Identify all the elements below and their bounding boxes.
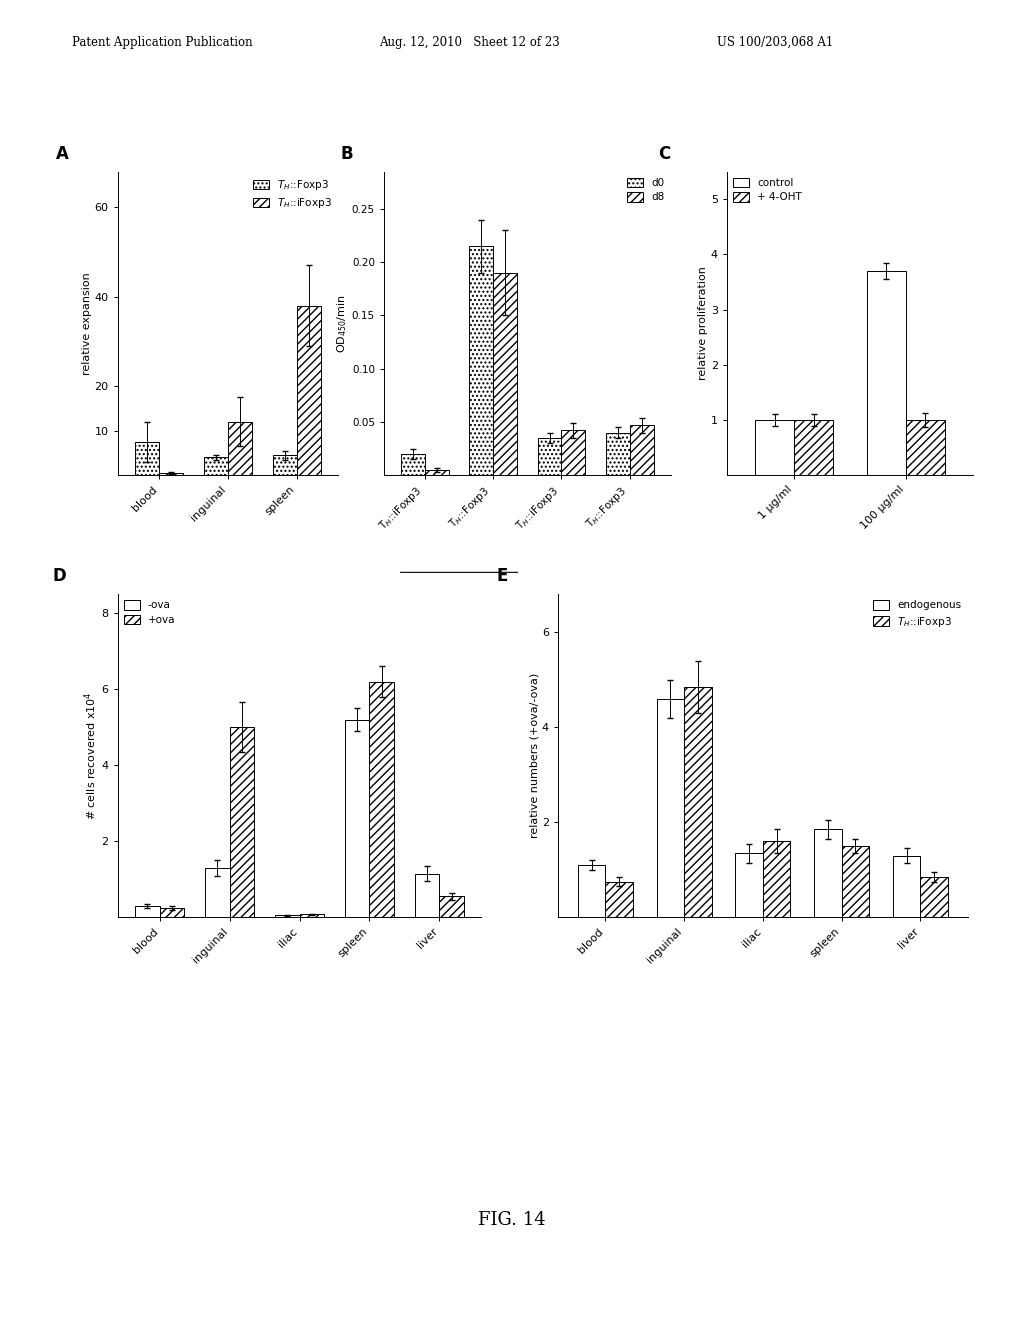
Bar	[160, 908, 184, 917]
Bar	[469, 246, 494, 475]
Y-axis label: relative expansion: relative expansion	[82, 272, 92, 375]
Legend: d0, d8: d0, d8	[627, 177, 666, 203]
Bar	[494, 273, 517, 475]
Legend: endogenous, $T_H$::iFoxp3: endogenous, $T_H$::iFoxp3	[872, 599, 963, 630]
Bar	[561, 430, 586, 475]
Bar	[345, 719, 370, 917]
Bar	[842, 846, 869, 917]
Text: B: B	[341, 145, 353, 164]
Bar	[135, 906, 160, 917]
Bar	[275, 916, 300, 917]
Y-axis label: OD$_{450}$/min: OD$_{450}$/min	[335, 294, 349, 352]
Y-axis label: relative proliferation: relative proliferation	[698, 267, 709, 380]
Bar	[578, 865, 605, 917]
Bar	[425, 470, 449, 475]
Bar	[135, 442, 159, 475]
Bar	[630, 425, 653, 475]
Bar	[299, 915, 324, 917]
Bar	[605, 882, 633, 917]
Bar	[755, 420, 794, 475]
Text: D: D	[52, 568, 67, 585]
Bar	[656, 698, 684, 917]
Bar	[229, 727, 254, 917]
Bar	[814, 829, 842, 917]
Bar	[370, 681, 394, 917]
Text: US 100/203,068 A1: US 100/203,068 A1	[717, 36, 834, 49]
Bar	[606, 433, 630, 475]
Bar	[866, 271, 906, 475]
Text: ova: ova	[445, 595, 466, 605]
Text: Aug. 12, 2010   Sheet 12 of 23: Aug. 12, 2010 Sheet 12 of 23	[379, 36, 560, 49]
Bar	[921, 876, 948, 917]
Text: A: A	[56, 145, 69, 164]
Bar	[439, 896, 464, 917]
Bar	[906, 420, 945, 475]
Text: Patent Application Publication: Patent Application Publication	[72, 36, 252, 49]
Bar	[763, 841, 791, 917]
Bar	[735, 853, 763, 917]
Y-axis label: relative numbers (+ova/-ova): relative numbers (+ova/-ova)	[529, 673, 540, 838]
Bar	[272, 455, 297, 475]
Text: FIG. 14: FIG. 14	[478, 1210, 546, 1229]
Bar	[415, 874, 439, 917]
Y-axis label: # cells recovered x10$^4$: # cells recovered x10$^4$	[82, 692, 99, 820]
Bar	[794, 420, 834, 475]
Bar	[893, 855, 921, 917]
Bar	[159, 473, 183, 475]
Bar	[228, 421, 252, 475]
Bar	[204, 457, 228, 475]
Bar	[297, 305, 321, 475]
Bar	[538, 438, 561, 475]
Text: C: C	[658, 145, 671, 164]
Text: E: E	[497, 568, 508, 585]
Bar	[205, 869, 229, 917]
Legend: control, + 4-OHT: control, + 4-OHT	[732, 177, 803, 203]
Bar	[401, 454, 425, 475]
Bar	[684, 686, 712, 917]
Legend: $T_H$::Foxp3, $T_H$::iFoxp3: $T_H$::Foxp3, $T_H$::iFoxp3	[252, 177, 333, 211]
Legend: -ova, +ova: -ova, +ova	[123, 599, 176, 626]
